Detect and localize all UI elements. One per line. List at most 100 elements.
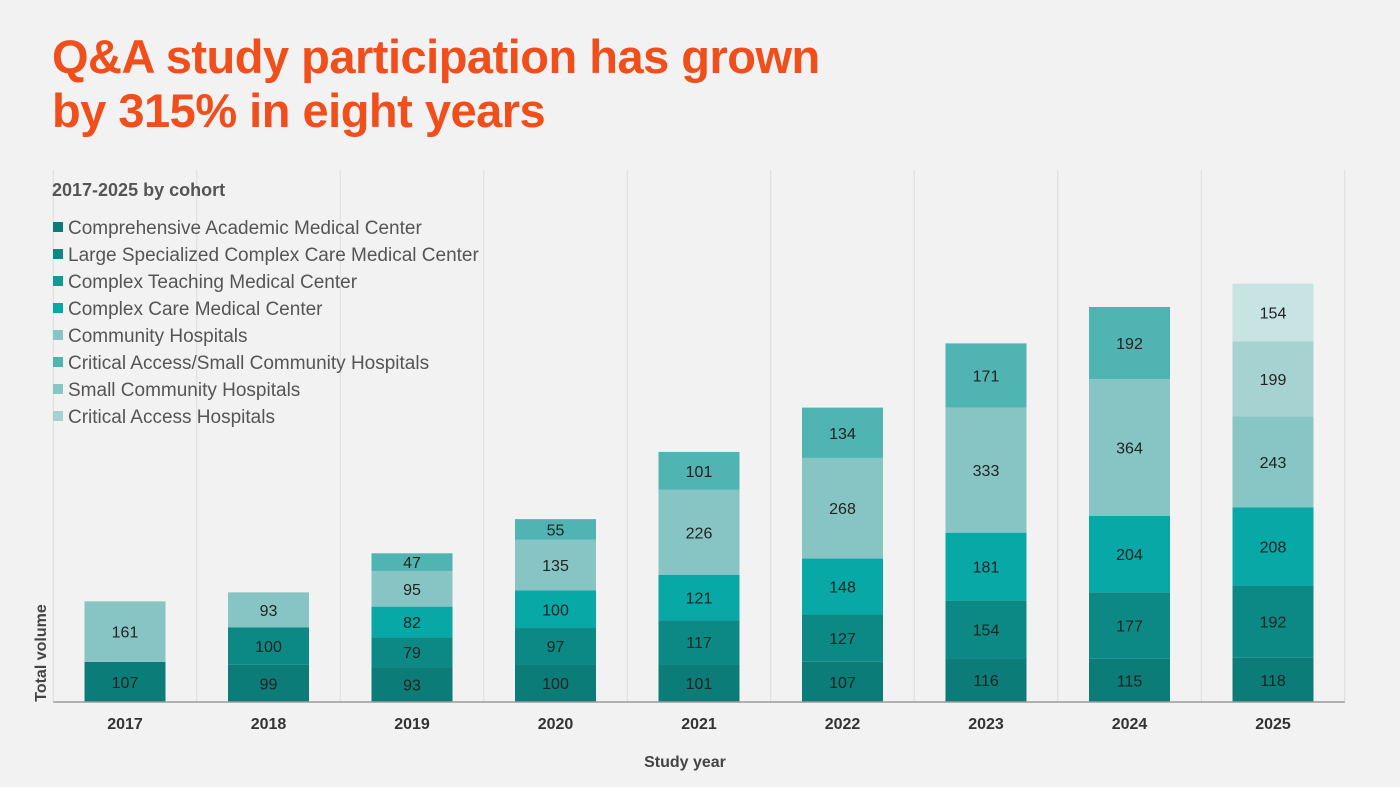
bar-segment (802, 558, 883, 615)
x-tick-label: 2020 (538, 716, 574, 733)
x-tick-label: 2021 (681, 716, 717, 733)
legend-label: Large Specialized Complex Care Medical C… (68, 245, 479, 266)
bar-value-label: 268 (829, 501, 856, 518)
x-tick-label: 2024 (1112, 716, 1148, 733)
chart-subtitle: 2017-2025 by cohort (52, 180, 225, 200)
bar-value-label: 154 (973, 623, 1000, 640)
bar-segment (1232, 341, 1314, 417)
bar-value-label: 93 (403, 678, 421, 695)
bar-segment (945, 658, 1027, 702)
x-tick-label: 2025 (1255, 716, 1291, 733)
bar-value-label: 79 (403, 645, 421, 662)
bar-value-label: 333 (973, 463, 1000, 480)
bar-value-label: 82 (403, 615, 421, 632)
bar-segment (515, 628, 596, 665)
bar-segment (371, 553, 453, 571)
bar-segment (1089, 306, 1170, 380)
legend-swatch (53, 276, 63, 286)
bar-segment (371, 606, 453, 638)
bar-segment (84, 661, 166, 702)
bar-segment (1232, 283, 1314, 342)
legend-swatch (53, 222, 63, 232)
bar-value-label: 177 (1116, 619, 1143, 636)
legend-label: Comprehensive Academic Medical Center (68, 218, 422, 239)
bar-value-label: 118 (1260, 673, 1286, 690)
bar-segment (658, 489, 740, 575)
y-axis-title: Total volume (33, 604, 50, 702)
bar-value-label: 134 (829, 426, 856, 443)
bar-value-label: 107 (829, 675, 856, 692)
legend-label: Small Community Hospitals (68, 380, 300, 401)
bar-value-label: 101 (686, 676, 713, 693)
bar-value-label: 121 (686, 590, 713, 607)
bar-segment (1089, 658, 1170, 702)
bar-value-label: 127 (829, 631, 856, 648)
bar-segment (515, 519, 596, 540)
legend-swatch (53, 357, 63, 367)
x-tick-label: 2018 (251, 716, 287, 733)
legend-label: Critical Access Hospitals (68, 407, 275, 428)
bar-value-label: 135 (542, 558, 569, 575)
bar-value-label: 199 (1260, 372, 1287, 389)
bar-value-label: 192 (1116, 336, 1143, 353)
bar-segment (945, 343, 1027, 408)
bar-value-label: 101 (686, 464, 713, 481)
legend-label: Critical Access/Small Community Hospital… (68, 353, 429, 374)
bar-value-label: 116 (973, 673, 999, 690)
bar-value-label: 148 (829, 579, 856, 596)
bar-segment (658, 451, 740, 490)
bar-value-label: 99 (260, 676, 278, 693)
bars (84, 283, 1314, 702)
legend-swatch (53, 330, 63, 340)
bar-segment (371, 570, 453, 607)
legend-swatch (53, 411, 63, 421)
bar-segment (802, 614, 883, 662)
x-tick-label: 2022 (825, 716, 861, 733)
legend-swatch (53, 384, 63, 394)
legend-label: Complex Care Medical Center (68, 299, 323, 320)
bar-value-label: 117 (686, 635, 712, 652)
bar-value-label: 107 (112, 675, 139, 692)
bar-value-label: 93 (260, 603, 278, 620)
legend: Comprehensive Academic Medical Center Lar… (53, 218, 479, 428)
bar-segment (371, 667, 453, 702)
bar-value-label: 47 (403, 555, 421, 572)
bar-value-label: 181 (973, 560, 1000, 577)
bar-segment (515, 539, 596, 591)
chart-headline: Q&A study participation has grown by 315… (52, 30, 820, 138)
bar-value-label: 208 (1260, 540, 1287, 557)
bar-value-label: 100 (542, 676, 569, 693)
bar-segment (228, 592, 309, 628)
bar-segment (1232, 657, 1314, 702)
bar-segment (1232, 507, 1314, 586)
bar-segment (515, 664, 596, 702)
bar-value-label: 100 (542, 602, 569, 619)
bar-segment (1089, 515, 1170, 593)
bar-value-label: 115 (1117, 673, 1143, 690)
bar-value-label: 204 (1116, 547, 1143, 564)
bar-value-label: 100 (255, 639, 282, 656)
bar-value-label: 97 (547, 639, 565, 656)
bar-value-label: 192 (1260, 615, 1287, 632)
bar-segment (1232, 585, 1314, 658)
bar-segment (1089, 379, 1170, 516)
bar-segment (228, 627, 309, 665)
legend-swatch (53, 303, 63, 313)
x-tick-label: 2019 (394, 716, 430, 733)
bar-segment (802, 661, 883, 702)
bar-segment (658, 620, 740, 665)
x-axis-ticks: 2017 2018 2019 2020 2021 2022 2023 2024 2025 (107, 716, 1291, 733)
bar-segment (802, 457, 883, 559)
gridlines (52, 170, 1346, 702)
x-tick-label: 2017 (107, 716, 143, 733)
bar-value-label: 95 (403, 582, 421, 599)
legend-swatch (53, 249, 63, 259)
bar-segment (84, 601, 166, 662)
bar-value-label: 171 (973, 369, 1000, 386)
bar-value-label: 161 (112, 625, 139, 642)
bar-segment (228, 664, 309, 702)
headline-line-1: Q&A study participation has grown (52, 30, 820, 83)
data-labels: 107 161 99 100 93 93 79 82 95 47 100 97 100 135 55 101 1… (112, 306, 1287, 695)
legend-label: Complex Teaching Medical Center (68, 272, 358, 293)
